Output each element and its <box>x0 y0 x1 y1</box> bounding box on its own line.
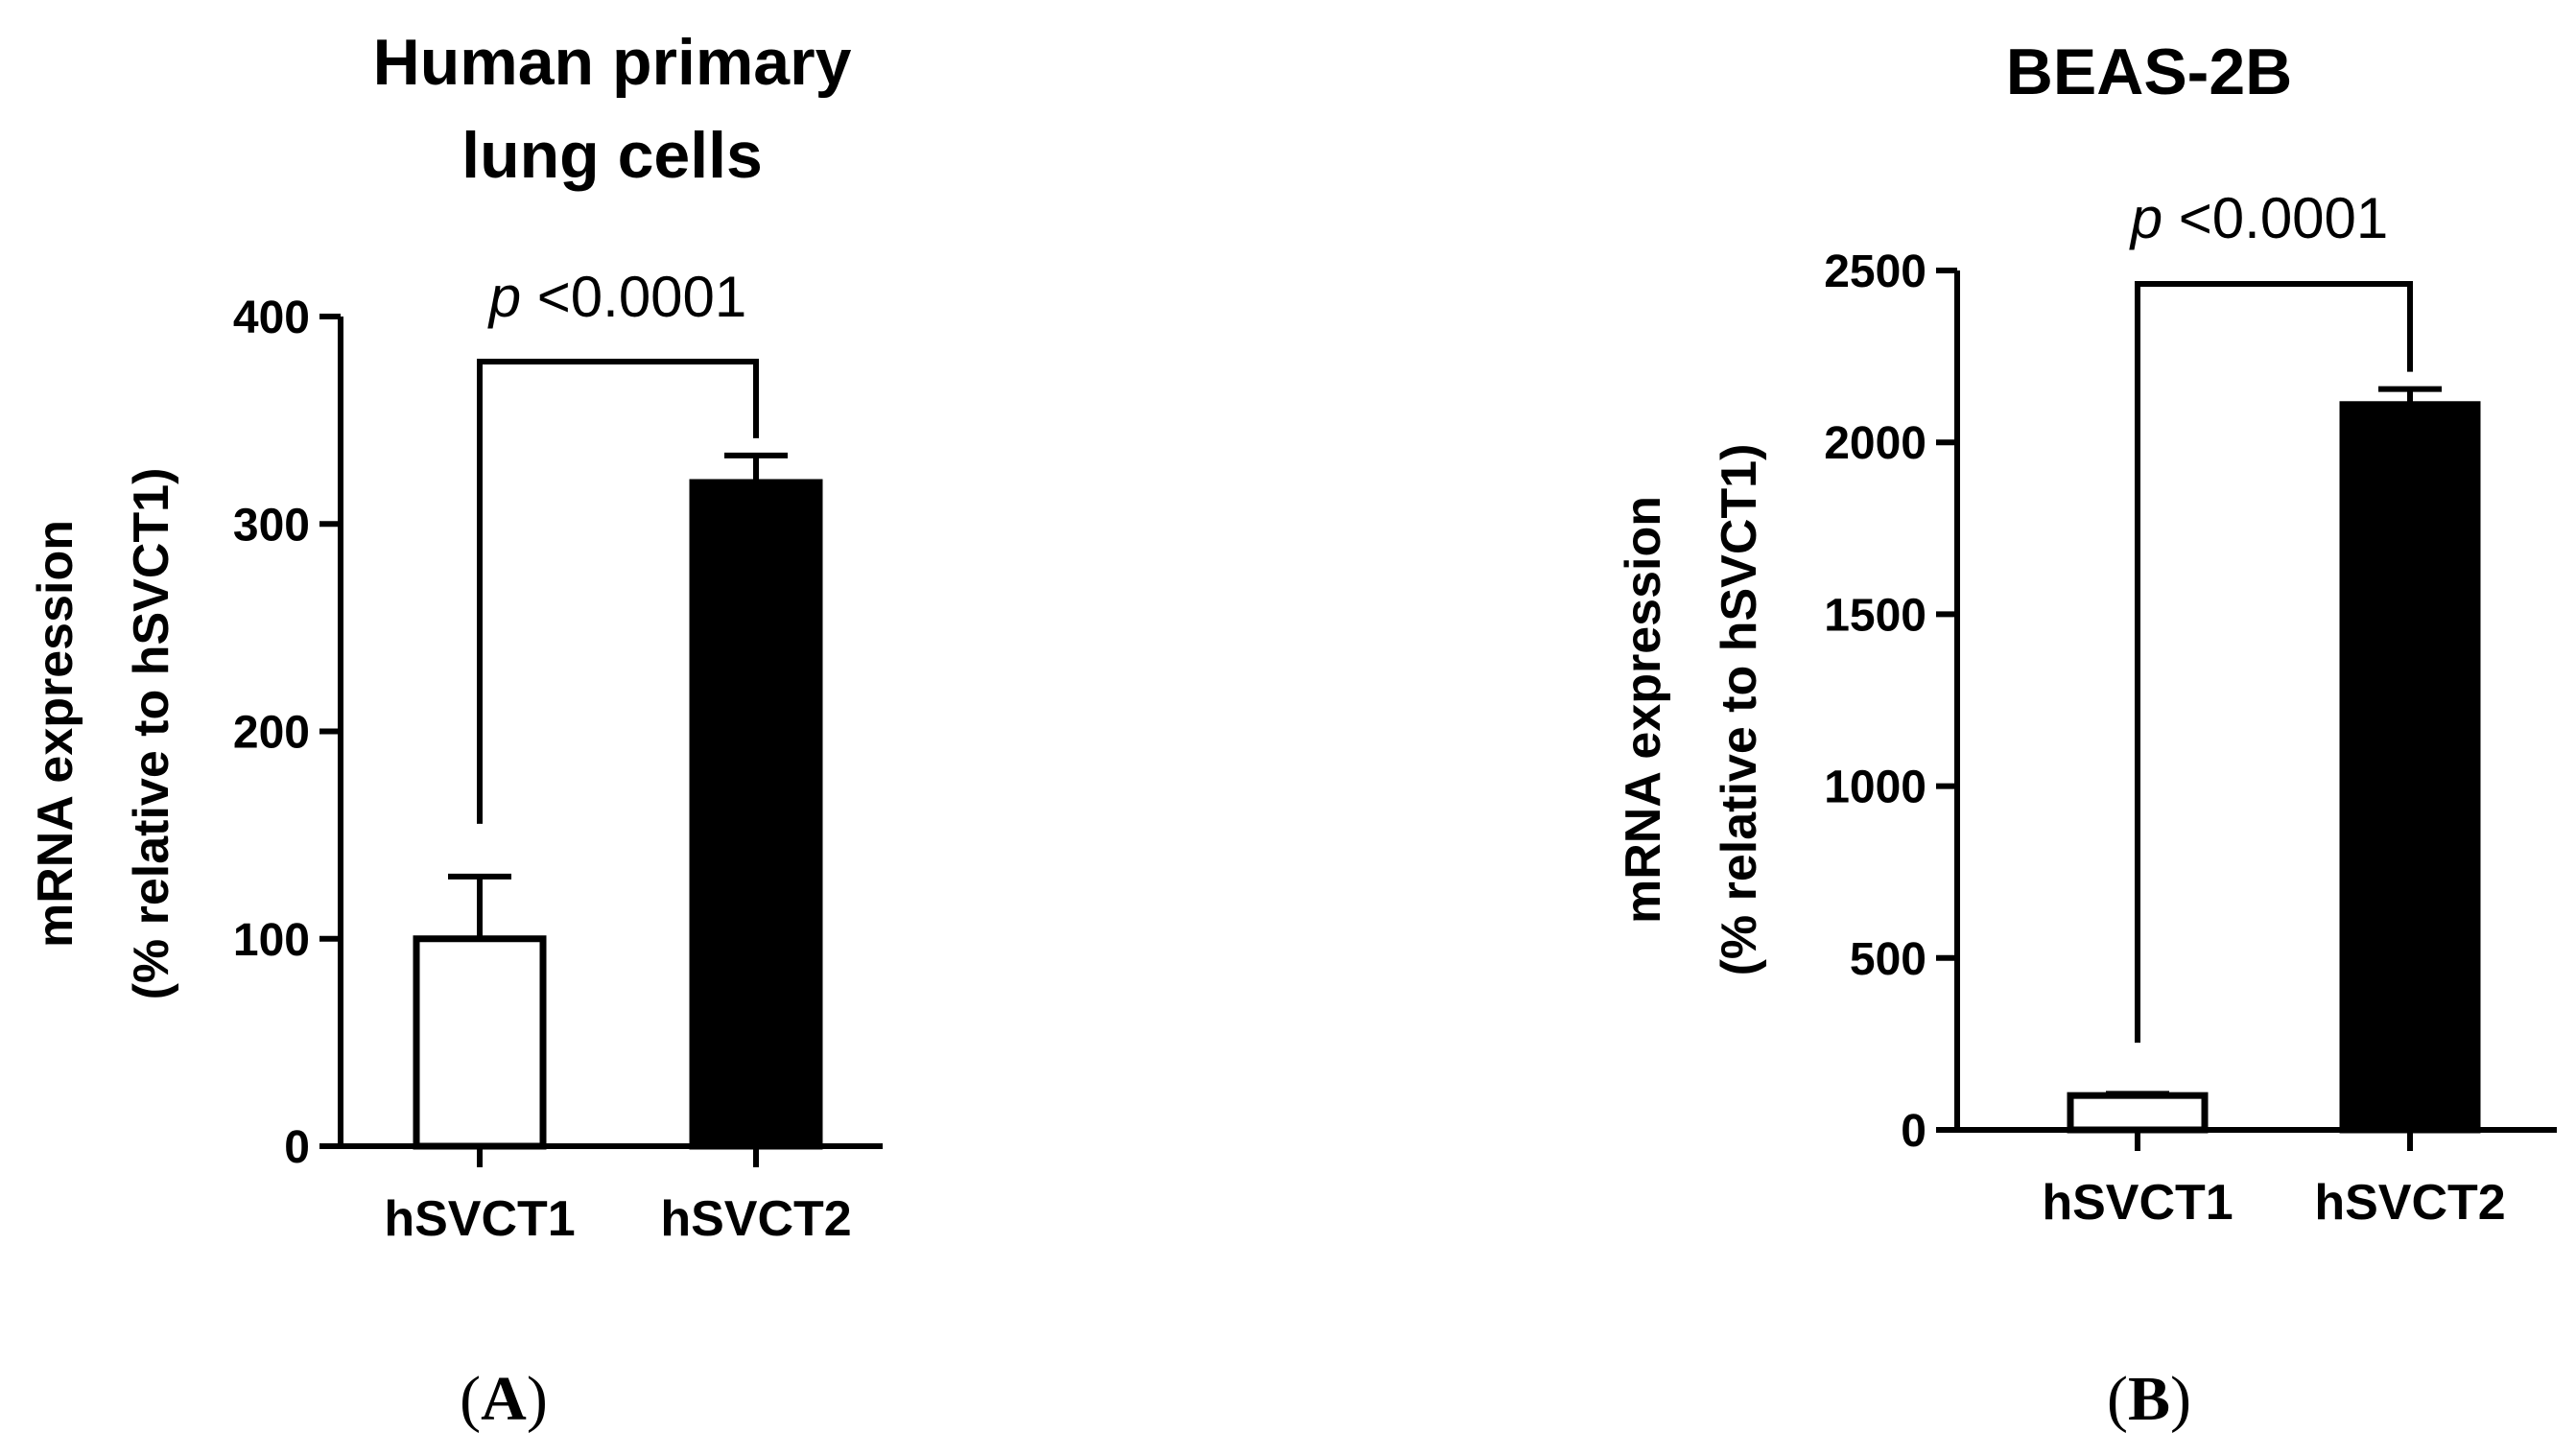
y-tick-label: 1000 <box>1824 763 1926 813</box>
y-axis-label-line-2: (% relative to hSVCT1) <box>124 468 179 1000</box>
chart-title: BEAS-2B <box>2006 35 2293 108</box>
plot-area: 0 100 200 300 400 hSVCT1 hSVCT2 p <0.0001 <box>233 265 883 1247</box>
x-tick-label: hSVCT2 <box>660 1191 851 1247</box>
p-value-annotation: p <0.0001 <box>487 265 747 329</box>
panel-label-letter: B <box>2128 1364 2170 1434</box>
y-tick-label: 2500 <box>1824 247 1926 297</box>
y-axis-label-line-1: mRNA expression <box>28 520 83 948</box>
y-tick-label: 100 <box>233 915 310 966</box>
p-value: <0.0001 <box>537 265 747 329</box>
y-axis-label-line-2: (% relative to hSVCT1) <box>1712 444 1767 976</box>
panel-label: (B) <box>2107 1364 2191 1434</box>
chart-panel-a: Human primary lung cells mRNA expression… <box>28 26 883 1434</box>
p-symbol: p <box>2129 186 2179 250</box>
p-symbol: p <box>487 265 537 329</box>
y-tick-label: 300 <box>233 500 310 551</box>
significance-bracket <box>477 359 759 824</box>
y-tick-label: 0 <box>284 1122 310 1173</box>
bar <box>2067 1092 2209 1134</box>
significance-bracket <box>2135 281 2413 1044</box>
x-tick-label: hSVCT1 <box>384 1191 575 1247</box>
y-tick-label: 2000 <box>1824 418 1926 469</box>
p-value: <0.0001 <box>2179 186 2389 250</box>
bar <box>413 935 547 1150</box>
plot-area: 0 500 1000 1500 2000 2500 hSVCT1 hSVCT2 p <0.000… <box>1824 186 2557 1231</box>
y-axis-label-line-1: mRNA expression <box>1616 496 1671 924</box>
y-tick-label: 400 <box>233 293 310 343</box>
y-tick-label: 1500 <box>1824 590 1926 641</box>
y-tick-label: 200 <box>233 708 310 759</box>
chart-title-line-1: Human primary <box>373 26 852 99</box>
chart-title-line-2: lung cells <box>461 119 763 192</box>
panel-label: (A) <box>460 1364 548 1434</box>
y-tick-label: 500 <box>1850 934 1926 985</box>
y-tick-label: 0 <box>1901 1106 1926 1157</box>
x-tick-label: hSVCT2 <box>2314 1175 2505 1231</box>
chart-panel-b: BEAS-2B mRNA expression (% relative to h… <box>1616 35 2557 1434</box>
x-tick-label: hSVCT1 <box>2042 1175 2233 1231</box>
bar <box>2339 401 2481 1134</box>
bar <box>689 479 823 1150</box>
p-value-annotation: p <0.0001 <box>2129 186 2389 250</box>
panel-label-letter: A <box>481 1364 527 1434</box>
